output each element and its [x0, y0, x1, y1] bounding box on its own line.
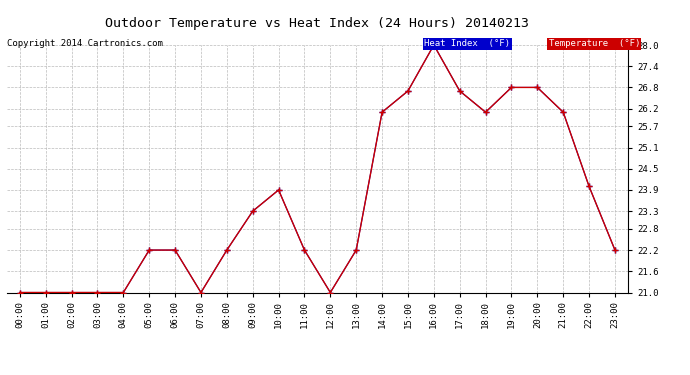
Text: Outdoor Temperature vs Heat Index (24 Hours) 20140213: Outdoor Temperature vs Heat Index (24 Ho… [106, 17, 529, 30]
Text: Heat Index  (°F): Heat Index (°F) [424, 39, 511, 48]
Text: Copyright 2014 Cartronics.com: Copyright 2014 Cartronics.com [7, 39, 163, 48]
Text: Temperature  (°F): Temperature (°F) [549, 39, 640, 48]
